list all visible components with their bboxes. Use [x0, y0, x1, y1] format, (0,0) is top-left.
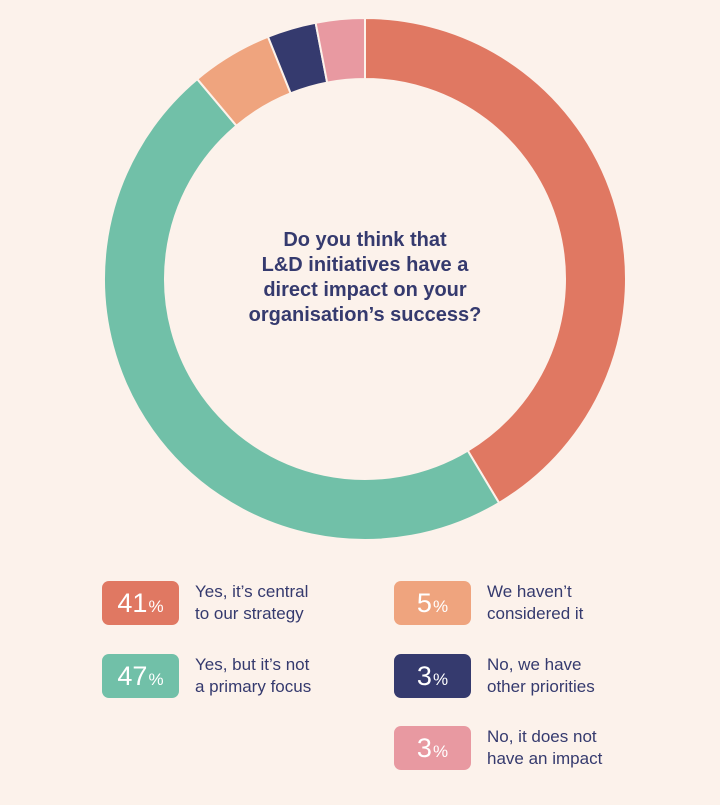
legend-percent-sign: %	[148, 597, 164, 616]
donut-slice-5	[314, 16, 366, 84]
legend-percent-sign: %	[432, 670, 449, 689]
legend-label: Yes, but it’s not a primary focus	[195, 655, 312, 696]
legend-item-4: 3% No, we have other priorities	[394, 654, 657, 698]
legend-value-badge: 3%	[394, 654, 471, 698]
legend-value-badge: 47%	[102, 654, 179, 698]
legend-item-5: 3% No, it does not have an impact	[394, 726, 657, 770]
legend-value: 5	[416, 588, 432, 618]
legend-value-badge: 41%	[102, 581, 179, 625]
donut-slice-1	[364, 16, 627, 505]
legend-percent-sign: %	[432, 597, 449, 616]
donut-chart	[102, 16, 627, 541]
legend-item-3: 5% We haven’t considered it	[394, 581, 657, 625]
legend-label: We haven’t considered it	[487, 582, 584, 623]
chart-question: Do you think that L&D initiatives have a…	[248, 229, 482, 326]
legend-label: No, it does not have an impact	[487, 727, 603, 768]
legend-label: Yes, it’s central to our strategy	[195, 582, 309, 623]
legend-percent-sign: %	[432, 742, 449, 761]
legend-label: No, we have other priorities	[487, 655, 595, 696]
legend-value: 3	[416, 661, 432, 691]
legend-value-badge: 5%	[394, 581, 471, 625]
legend-value: 47	[117, 661, 148, 691]
legend-value-badge: 3%	[394, 726, 471, 770]
donut-slice-2	[102, 77, 501, 541]
legend-value: 41	[117, 588, 148, 618]
legend-item-2: 47% Yes, but it’s not a primary focus	[102, 654, 365, 698]
legend-item-1: 41% Yes, it’s central to our strategy	[102, 581, 365, 625]
legend-value: 3	[416, 733, 432, 763]
legend-percent-sign: %	[148, 670, 164, 689]
